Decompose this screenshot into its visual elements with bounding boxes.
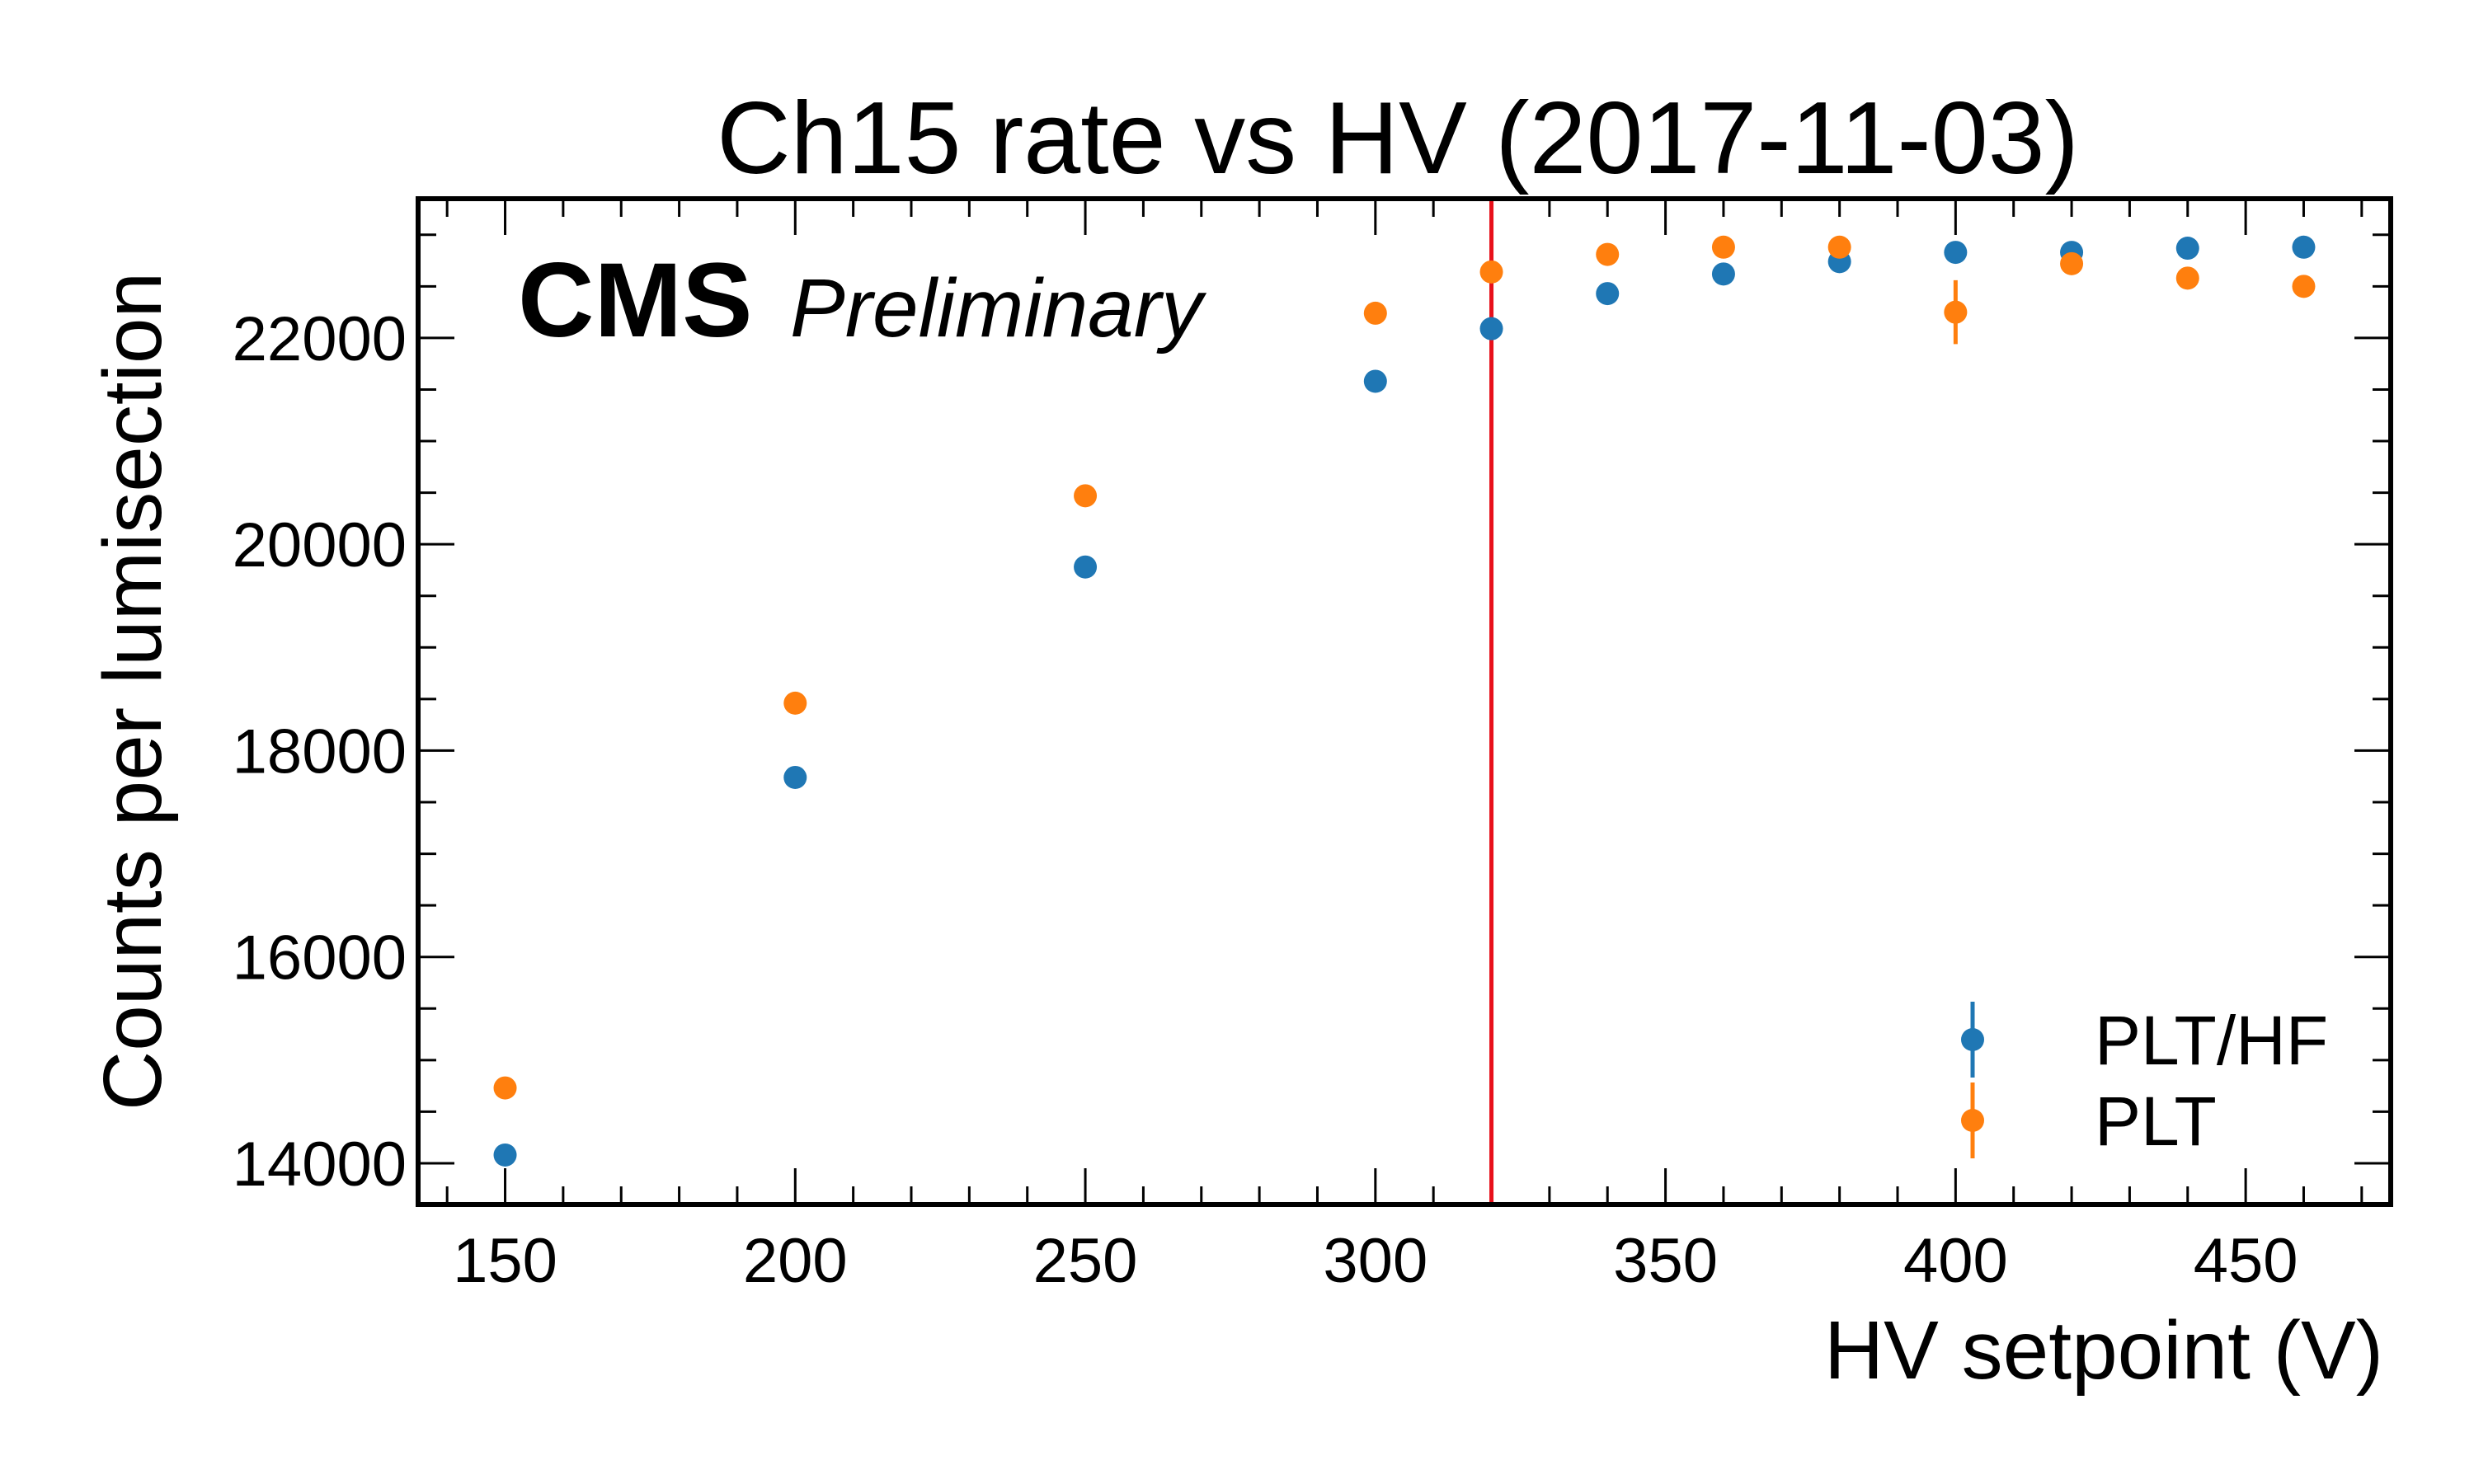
y-tick-label: 14000 [233, 1129, 407, 1200]
x-tick-label: 250 [1033, 1226, 1138, 1296]
plot-frame [416, 196, 2393, 1207]
data-point-plt-hf [2175, 237, 2199, 261]
data-point-plt [2060, 251, 2084, 275]
y-tick-label: 16000 [233, 923, 407, 993]
data-point-plt-hf [2292, 235, 2316, 259]
data-point-plt-hf [1363, 369, 1387, 393]
data-point-plt [2292, 275, 2316, 298]
x-tick-label: 300 [1323, 1226, 1427, 1296]
data-point-plt [1074, 484, 1098, 508]
data-point-plt-hf [493, 1143, 517, 1167]
data-point-plt-hf [1479, 317, 1503, 340]
data-point-plt [493, 1076, 517, 1100]
y-axis-title: Counts per lumisection [87, 272, 179, 1111]
data-point-plt-hf [1711, 262, 1735, 286]
data-point-plt [1479, 260, 1503, 284]
legend-marker-plt [1961, 1109, 1984, 1132]
data-point-plt [2175, 266, 2199, 290]
data-point-plt [1827, 235, 1851, 259]
x-tick-label: 350 [1613, 1226, 1718, 1296]
data-points [493, 235, 2316, 1167]
y-tick-label: 22000 [233, 304, 407, 374]
tick-labels: 150 200 250 300 350 400 450 14000 16000 18000 2000… [233, 304, 2298, 1296]
data-point-plt [1596, 242, 1620, 266]
x-tick-label: 400 [1903, 1226, 2008, 1296]
data-point-plt-hf [1944, 241, 1968, 265]
preliminary-label: Preliminary [790, 262, 1207, 355]
data-point-plt [1711, 235, 1735, 259]
data-point-plt-hf [783, 765, 807, 789]
y-tick-label: 18000 [233, 716, 407, 787]
data-point-plt [1944, 300, 1968, 324]
x-tick-label: 200 [743, 1226, 848, 1296]
data-point-plt [783, 691, 807, 715]
legend-label-plt: PLT [2095, 1082, 2217, 1160]
chart-title: Ch15 rate vs HV (2017-11-03) [717, 82, 2079, 195]
data-point-plt [1363, 301, 1387, 325]
y-tick-label: 20000 [233, 510, 407, 580]
x-tick-label: 450 [2194, 1226, 2298, 1296]
x-tick-label: 150 [453, 1226, 557, 1296]
legend-label-plt-hf: PLT/HF [2095, 1002, 2328, 1079]
legend-marker-plt-hf [1961, 1028, 1984, 1051]
data-point-plt-hf [1596, 282, 1620, 306]
axis-ticks [418, 199, 2391, 1205]
cms-label: CMS [518, 242, 752, 359]
x-axis-title: HV setpoint (V) [1824, 1304, 2383, 1397]
data-point-plt-hf [1074, 555, 1098, 579]
